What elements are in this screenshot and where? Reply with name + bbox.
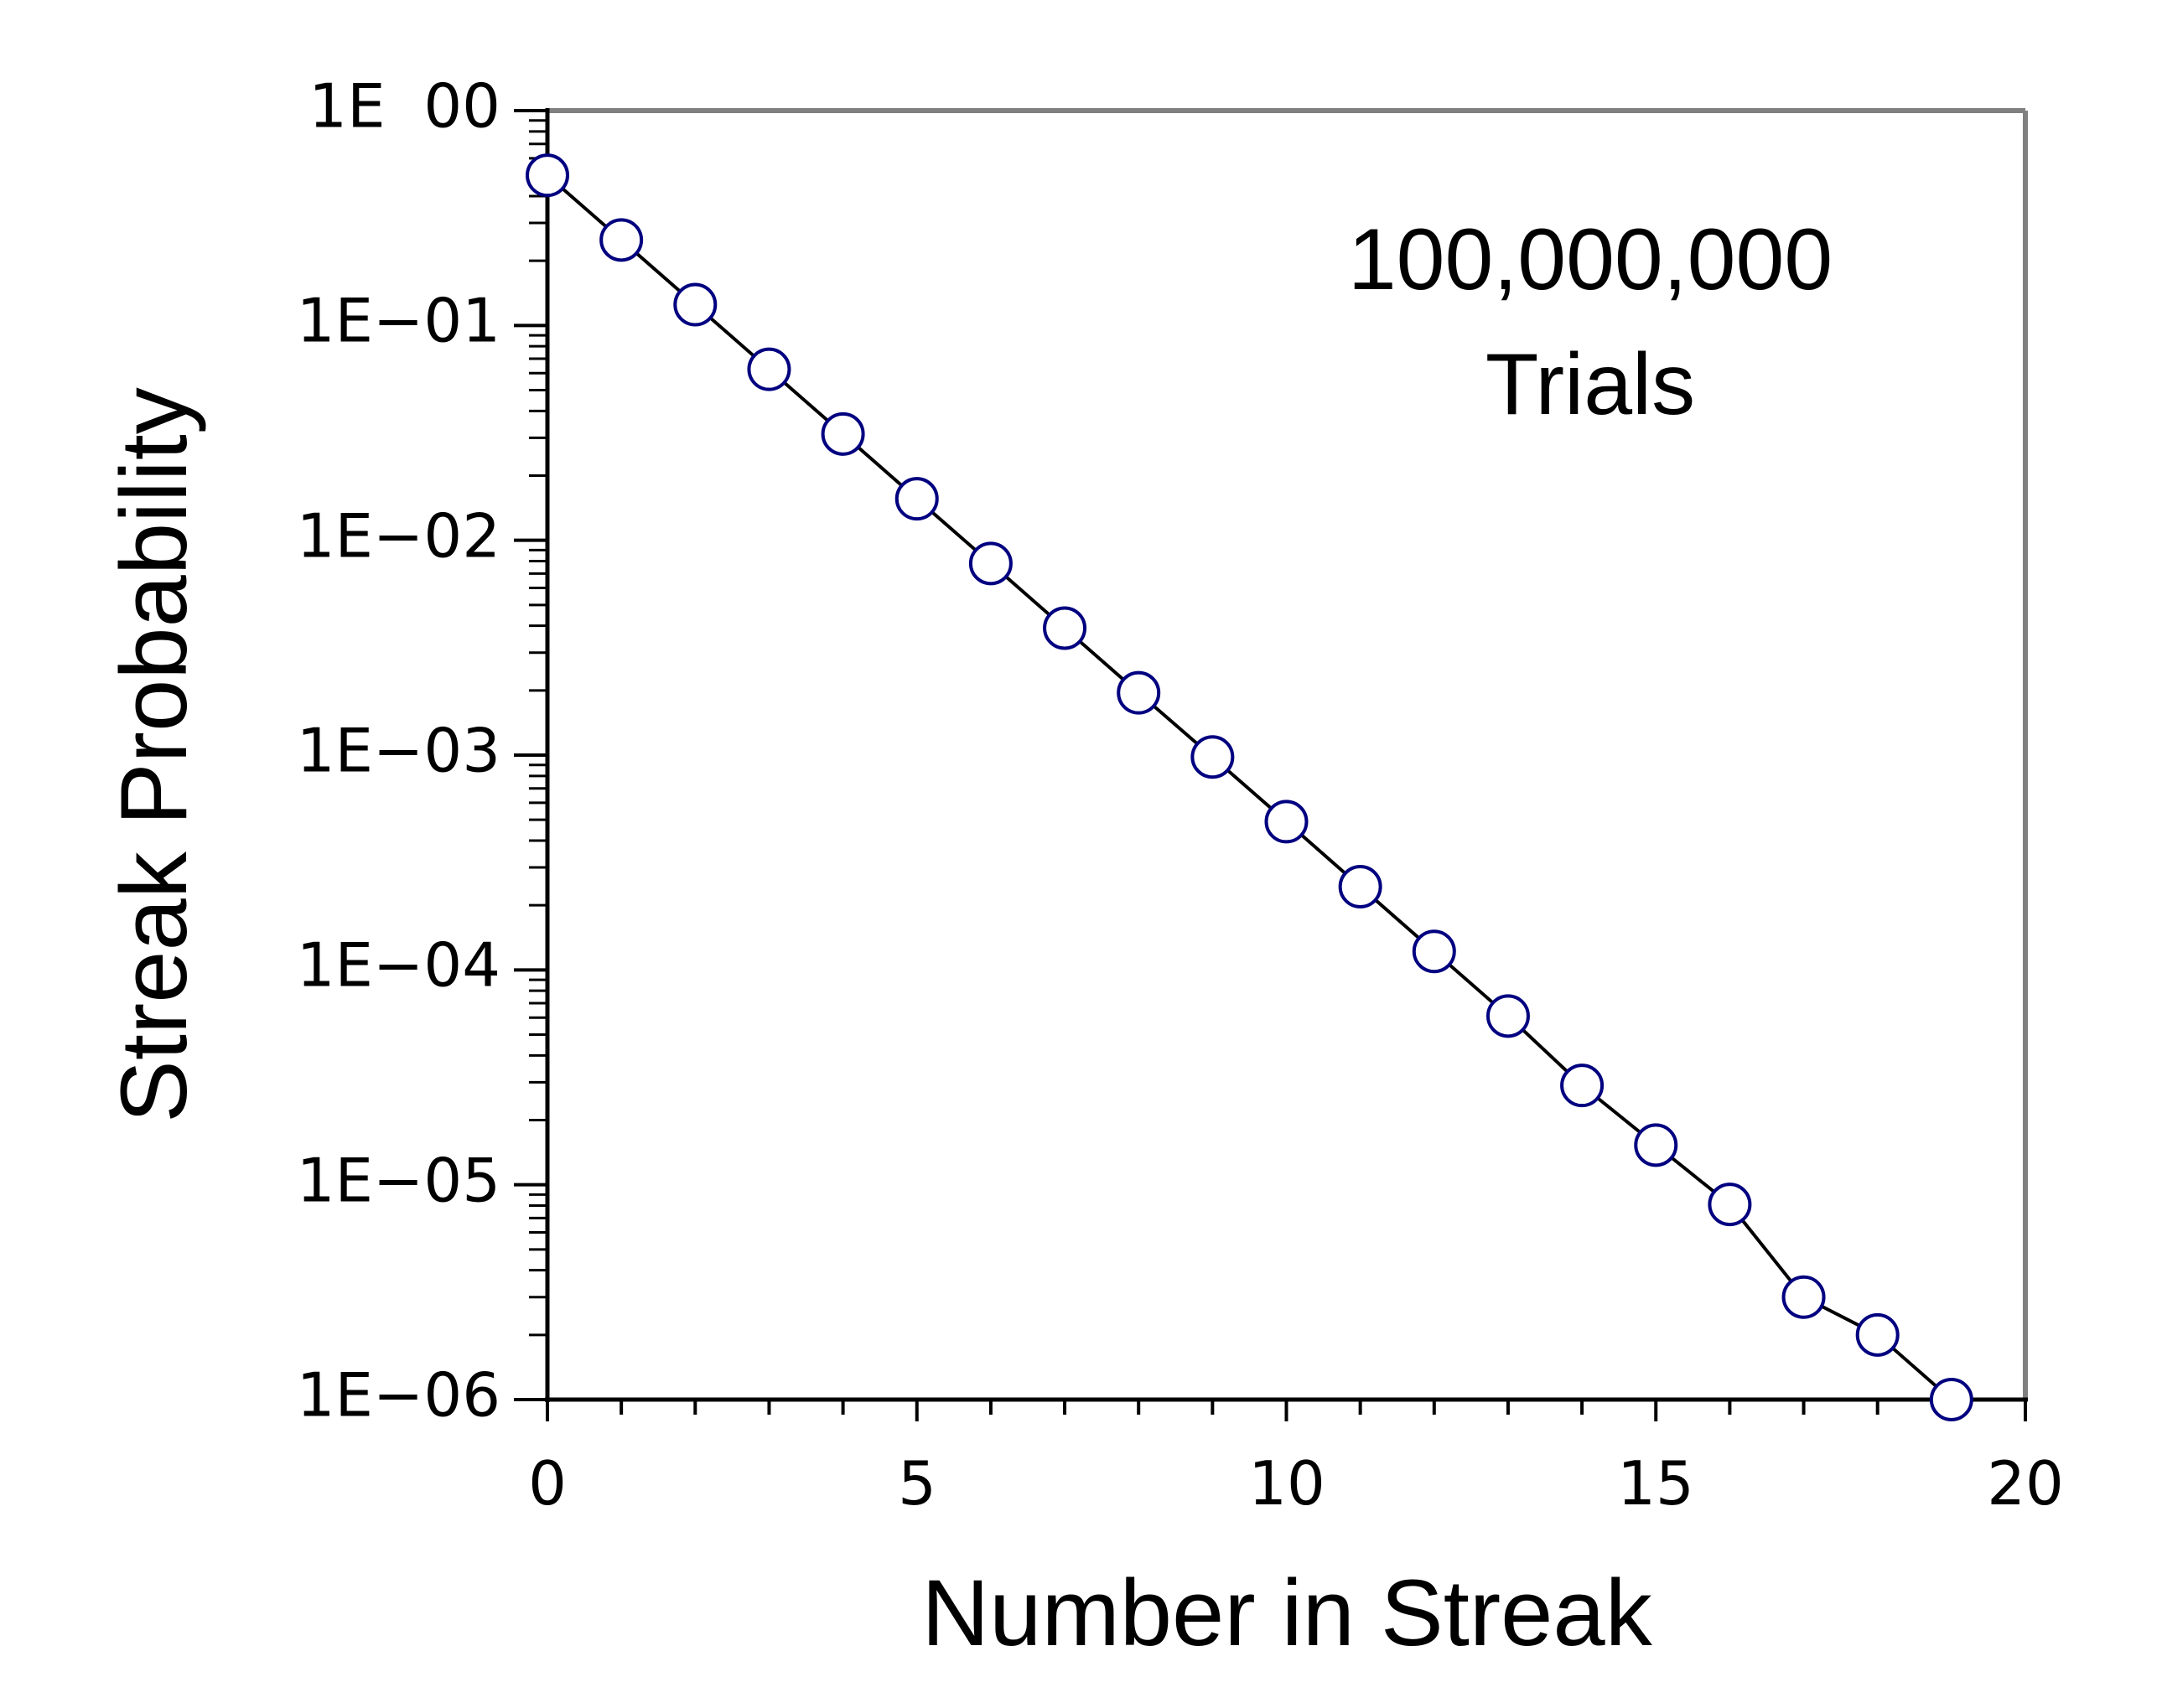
data-point-marker	[1634, 1123, 1678, 1167]
data-point-marker	[1338, 865, 1382, 909]
data-point-marker	[1117, 670, 1161, 715]
y-tick-labels: 1E 00 1E−01 1E−02 1E−03 1E−04 1E−05 1E−0…	[297, 71, 500, 1431]
data-point-marker	[747, 347, 791, 391]
series-markers	[526, 153, 1973, 1421]
y-tick-label: 1E−02	[297, 501, 500, 572]
data-point-marker	[894, 477, 939, 521]
data-point-marker	[968, 541, 1013, 586]
data-point-marker	[526, 153, 569, 198]
data-point-marker	[1412, 929, 1456, 974]
data-point-marker	[1708, 1183, 1752, 1227]
y-tick-label: 1E−05	[297, 1146, 500, 1216]
data-point-marker	[1781, 1275, 1826, 1319]
data-point-marker	[1190, 735, 1235, 779]
data-point-marker	[1264, 800, 1309, 844]
minor-ticks	[529, 119, 1953, 1415]
series-group	[526, 153, 1973, 1421]
data-point-marker	[1485, 994, 1530, 1038]
data-point-marker	[1929, 1378, 1973, 1421]
major-ticks	[514, 109, 2027, 1421]
y-tick-label: 1E 00	[308, 71, 500, 142]
data-point-marker	[1043, 606, 1087, 650]
y-tick-label: 1E−06	[297, 1360, 500, 1431]
y-tick-label: 1E−04	[297, 930, 500, 1001]
x-tick-label: 10	[1248, 1448, 1325, 1519]
y-tick-label: 1E−01	[297, 286, 500, 356]
annotation-line-2: Trials	[1485, 336, 1695, 433]
x-axis-title: Number in Streak	[921, 1560, 1652, 1665]
annotation-line-1: 100,000,000	[1348, 211, 1833, 308]
x-tick-label: 15	[1617, 1448, 1694, 1519]
x-tick-labels: 0 5 10 15 20	[528, 1448, 2064, 1519]
data-point-marker	[821, 411, 865, 456]
x-tick-label: 0	[528, 1448, 567, 1519]
y-tick-label: 1E−03	[297, 716, 500, 786]
data-point-marker	[1855, 1312, 1900, 1357]
x-tick-label: 20	[1987, 1448, 2064, 1519]
data-point-marker	[673, 282, 718, 327]
data-point-marker	[1560, 1064, 1605, 1108]
y-axis-title: Streak Probability	[101, 387, 206, 1123]
x-tick-label: 5	[898, 1448, 936, 1519]
data-point-marker	[599, 218, 644, 262]
